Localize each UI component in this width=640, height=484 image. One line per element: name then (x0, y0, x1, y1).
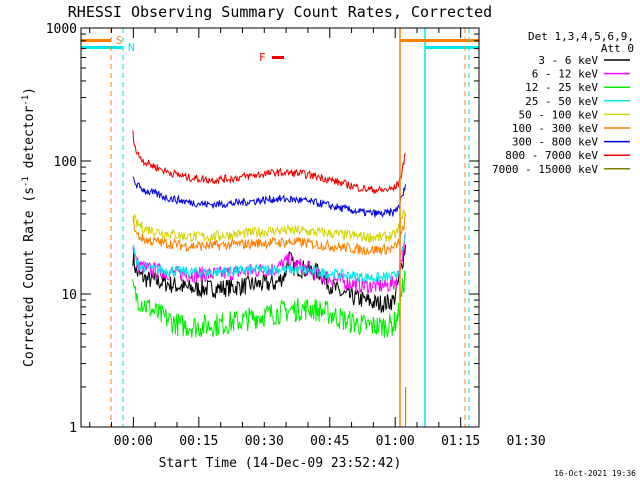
x-tick-label: 00:30 (245, 434, 284, 449)
series-line-25to50kev (132, 232, 406, 284)
series-line-3to6kev (132, 244, 406, 313)
series-line-300to800kev (132, 176, 406, 218)
chart-title: RHESSI Observing Summary Count Rates, Co… (68, 3, 492, 21)
x-tick-label: 01:30 (507, 434, 546, 449)
legend-label: 800 - 7000 keV (505, 149, 598, 162)
x-tick-label: 00:15 (179, 434, 218, 449)
legend-header-line-2: Att 0 (601, 42, 634, 55)
night-bar-right (425, 46, 479, 49)
x-tick-label: 00:45 (310, 434, 349, 449)
y-tick-label: 1 (69, 421, 77, 436)
night-bar-left (81, 46, 123, 49)
y-tick-label: 100 (54, 155, 77, 170)
legend-label: 50 - 100 keV (519, 108, 599, 121)
legend-label: 300 - 800 keV (512, 136, 598, 149)
series-line-12to25kev (132, 270, 406, 338)
x-tick-label: 00:00 (114, 434, 153, 449)
series-line-800to7000kev (132, 130, 406, 194)
plot-frame (80, 27, 480, 428)
x-tick-label: 01:15 (441, 434, 480, 449)
legend-label: 3 - 6 keV (538, 54, 598, 67)
x-tick-label: 01:00 (376, 434, 415, 449)
x-axis-label: Start Time (14-Dec-09 23:52:42) (159, 456, 402, 471)
flare-bar (272, 56, 284, 59)
flare-marker-label: F (259, 51, 266, 64)
legend-label: 6 - 12 keV (532, 68, 599, 81)
legend-label: 12 - 25 keV (525, 81, 598, 94)
saa-bar-right (400, 39, 479, 42)
saa-marker-label: S (116, 34, 123, 47)
series-line-100to300kev (132, 214, 406, 256)
y-tick-label: 1000 (46, 22, 77, 37)
night-marker-label: N (128, 41, 135, 54)
legend-label: 100 - 300 keV (512, 122, 598, 135)
legend-label: 25 - 50 keV (525, 95, 598, 108)
y-tick-label: 10 (61, 288, 77, 303)
saa-bar-left (81, 39, 111, 42)
legend-header-line-1: Det 1,3,4,5,6,9, (528, 30, 634, 43)
series-line-50to100kev (132, 208, 406, 244)
plot-area (132, 130, 407, 427)
legend-label: 7000 - 15000 keV (492, 163, 598, 176)
timestamp: 16-Oct-2021 19:36 (554, 469, 636, 478)
y-axis-label: Corrected Count Rate (s-1 detector-1) (21, 87, 37, 367)
